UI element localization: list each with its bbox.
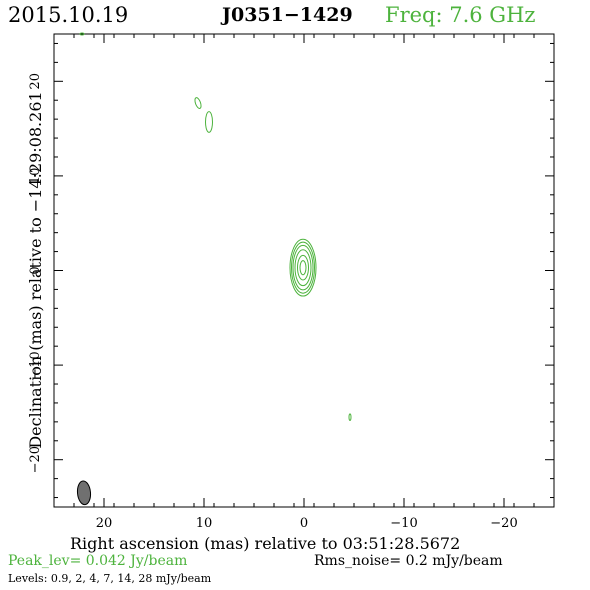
y-axis-label: Declination (mas) relative to −14:29:08.… bbox=[26, 91, 45, 448]
x-tick-label: −20 bbox=[490, 516, 517, 531]
core-contour bbox=[299, 260, 307, 276]
contour-levels: Levels: 0.9, 2, 4, 7, 14, 28 mJy/beam bbox=[8, 572, 212, 585]
peak-level: Peak_lev= 0.042 Jy/beam bbox=[8, 553, 188, 569]
plot-frame bbox=[53, 33, 555, 508]
core-contour bbox=[291, 241, 315, 294]
component-contour bbox=[205, 111, 213, 133]
observation-date: 2015.10.19 bbox=[8, 3, 129, 27]
component-contour bbox=[79, 32, 85, 36]
rms-noise: Rms_noise= 0.2 mJy/beam bbox=[314, 553, 503, 569]
x-tick-label: −10 bbox=[390, 516, 417, 531]
component-contour bbox=[348, 413, 352, 421]
x-tick-label: 10 bbox=[196, 516, 213, 531]
x-tick-label: 0 bbox=[300, 516, 308, 531]
core-contour bbox=[289, 238, 317, 297]
y-tick-label: 20 bbox=[28, 73, 43, 90]
core-contour bbox=[297, 254, 309, 281]
source-name: J0351−1429 bbox=[222, 4, 353, 26]
x-tick-label: 20 bbox=[96, 516, 113, 531]
frequency-label: Freq: 7.6 GHz bbox=[385, 3, 536, 27]
component-contour bbox=[194, 97, 202, 109]
y-tick-label: 10 bbox=[28, 168, 43, 185]
beam-ellipse bbox=[76, 480, 92, 506]
y-tick-label: −20 bbox=[28, 446, 43, 473]
y-tick-label: −10 bbox=[28, 351, 43, 378]
y-tick-label: 0 bbox=[28, 266, 43, 274]
core-contour bbox=[292, 244, 314, 291]
core-contour bbox=[294, 249, 312, 287]
x-axis-label: Right ascension (mas) relative to 03:51:… bbox=[70, 534, 461, 553]
